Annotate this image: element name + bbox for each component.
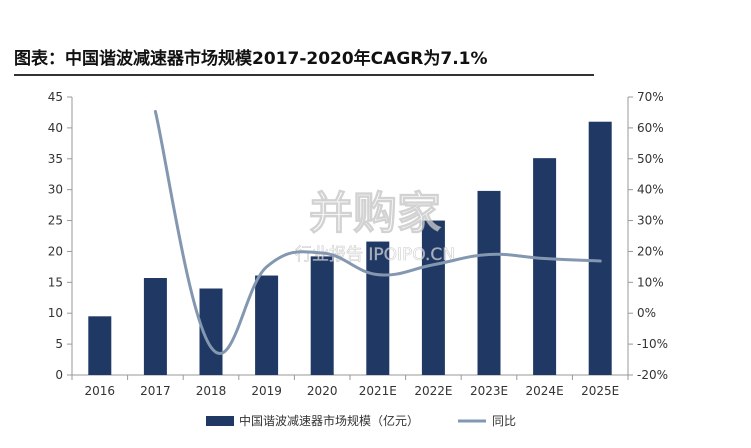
watermark-main: 并购家 [309, 188, 441, 239]
y-left-tick-label: 40 [48, 121, 63, 135]
legend-bar-swatch [206, 416, 234, 426]
bar [255, 275, 279, 375]
yoy-line [153, 110, 602, 355]
x-tick-label: 2025E [581, 384, 619, 398]
y-left-tick-label: 0 [55, 368, 63, 382]
y-left-tick-label: 20 [48, 244, 63, 258]
bar [143, 278, 167, 375]
y-right-tick-label: 0% [637, 306, 656, 320]
legend-bar-label: 中国谐波减速器市场规模（亿元） [239, 413, 419, 428]
x-tick-label: 2022E [414, 384, 452, 398]
y-right-tick-label: 10% [637, 275, 664, 289]
x-tick-label: 2021E [359, 384, 397, 398]
y-right-tick-label: -10% [637, 337, 668, 351]
legend-line-label: 同比 [492, 414, 516, 428]
bar [533, 158, 557, 375]
y-left-tick-label: 25 [48, 214, 63, 228]
bar [588, 121, 612, 375]
y-right-tick-label: 30% [637, 214, 664, 228]
x-tick-label: 2017 [140, 384, 171, 398]
y-right-tick-label: -20% [637, 368, 668, 382]
watermark-sub: 行业报告 IPOIPO.CN [295, 245, 455, 265]
y-right-tick-label: 60% [637, 121, 664, 135]
y-left-tick-label: 30 [48, 183, 63, 197]
x-tick-label: 2018 [196, 384, 227, 398]
y-left-tick-label: 45 [48, 90, 63, 104]
bar [88, 316, 112, 375]
bar [421, 220, 445, 375]
x-tick-label: 2019 [251, 384, 282, 398]
x-tick-label: 2020 [307, 384, 338, 398]
bar [310, 256, 334, 375]
y-left-tick-label: 10 [48, 306, 63, 320]
x-tick-label: 2016 [85, 384, 116, 398]
y-right-tick-label: 70% [637, 90, 664, 104]
y-left-tick-label: 35 [48, 152, 63, 166]
bar [477, 190, 501, 375]
chart-title: 图表：中国谐波减速器市场规模2017-2020年CAGR为7.1% [14, 49, 488, 69]
x-tick-label: 2024E [526, 384, 564, 398]
y-right-tick-label: 20% [637, 244, 664, 258]
y-left-tick-label: 15 [48, 275, 63, 289]
x-tick-label: 2023E [470, 384, 508, 398]
title-underline [14, 74, 594, 76]
y-right-tick-label: 50% [637, 152, 664, 166]
y-left-tick-label: 5 [55, 337, 63, 351]
y-right-tick-label: 40% [637, 183, 664, 197]
